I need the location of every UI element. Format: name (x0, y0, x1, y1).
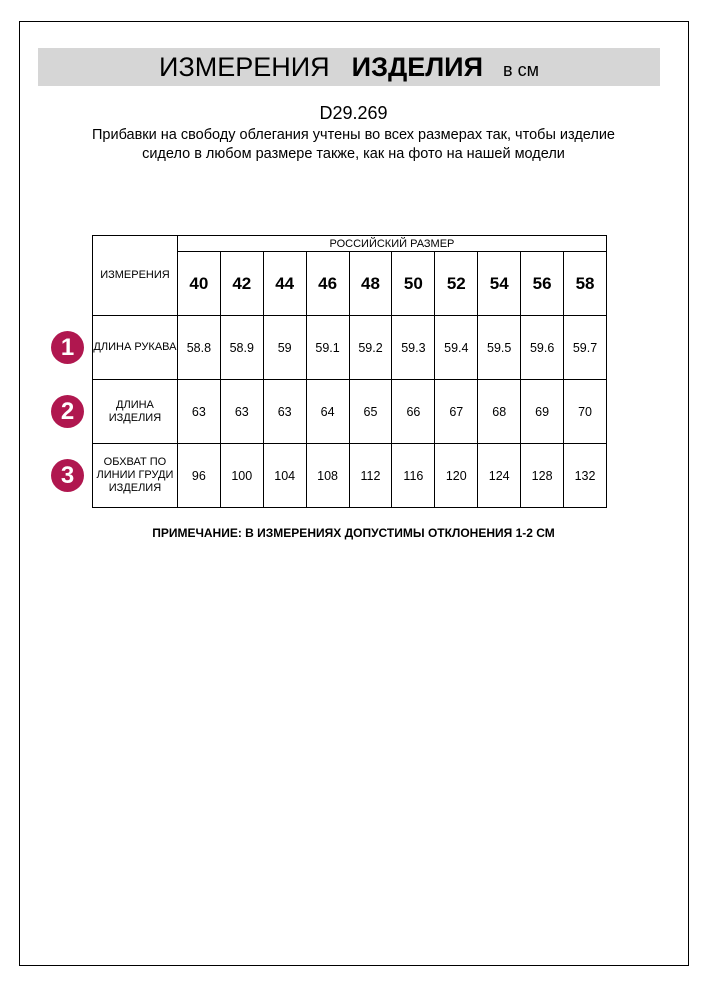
size-cell: 44 (262, 251, 307, 316)
row-label: ОБХВАТ ПО ЛИНИИ ГРУДИ ИЗДЕЛИЯ (92, 443, 178, 508)
size-cell: 48 (348, 251, 393, 316)
table-row: ДЛИНА ИЗДЕЛИЯ 63 63 63 64 65 66 67 68 69 70 (92, 379, 607, 444)
value-cell: 128 (520, 443, 565, 508)
title-regular: ИЗМЕРЕНИЯ (159, 52, 330, 82)
value-cell: 58.8 (176, 315, 221, 380)
table-row: ОБХВАТ ПО ЛИНИИ ГРУДИ ИЗДЕЛИЯ 96 100 104 108… (92, 443, 607, 508)
value-cell: 63 (262, 379, 307, 444)
value-cell: 132 (563, 443, 607, 508)
value-cell: 64 (305, 379, 350, 444)
value-cell: 58.9 (219, 315, 264, 380)
size-table: ИЗМЕРЕНИЯ РОССИЙСКИЙ РАЗМЕР 40 42 44 46 48 50… (92, 235, 608, 508)
size-cell: 40 (176, 251, 221, 316)
table-row: ДЛИНА РУКАВА 58.8 58.9 59 59.1 59.2 59.3 59.4 59… (92, 315, 607, 380)
size-cell: 54 (477, 251, 522, 316)
title-bold: ИЗДЕЛИЯ (351, 52, 483, 82)
row-number-badge: 3 (51, 459, 84, 492)
value-cell: 63 (176, 379, 221, 444)
value-cell: 120 (434, 443, 479, 508)
row-number-badge: 1 (51, 331, 84, 364)
size-cell: 52 (434, 251, 479, 316)
value-cell: 104 (262, 443, 307, 508)
description: Прибавки на свободу облегания учтены во … (91, 127, 615, 162)
value-cell: 65 (348, 379, 393, 444)
page-frame (19, 21, 689, 966)
value-cell: 59.3 (391, 315, 436, 380)
value-cell: 124 (477, 443, 522, 508)
value-cell: 69 (520, 379, 565, 444)
size-cell: 50 (391, 251, 436, 316)
measure-header: ИЗМЕРЕНИЯ (92, 235, 178, 316)
value-cell: 59.2 (348, 315, 393, 380)
size-cell: 42 (219, 251, 264, 316)
size-cell: 46 (305, 251, 350, 316)
value-cell: 59.6 (520, 315, 565, 380)
value-cell: 96 (176, 443, 221, 508)
value-cell: 70 (563, 379, 607, 444)
value-cell: 100 (219, 443, 264, 508)
value-cell: 59.5 (477, 315, 522, 380)
value-cell: 59 (262, 315, 307, 380)
note: ПРИМЕЧАНИЕ: В ИЗМЕРЕНИЯХ ДОПУСТИМЫ ОТКЛО… (152, 526, 555, 540)
size-header: РОССИЙСКИЙ РАЗМЕР (176, 235, 608, 252)
value-cell: 66 (391, 379, 436, 444)
value-cell: 59.7 (563, 315, 607, 380)
product-code: D29.269 (319, 103, 388, 123)
value-cell: 112 (348, 443, 393, 508)
size-cell: 58 (563, 251, 607, 316)
row-label: ДЛИНА ИЗДЕЛИЯ (92, 379, 178, 444)
value-cell: 67 (434, 379, 479, 444)
title-band: ИЗМЕРЕНИЯ ИЗДЕЛИЯ в см (38, 48, 660, 86)
value-cell: 59.1 (305, 315, 350, 380)
value-cell: 63 (219, 379, 264, 444)
sizes-row: 40 42 44 46 48 50 52 54 56 58 (93, 251, 607, 316)
value-cell: 59.4 (434, 315, 479, 380)
size-cell: 56 (520, 251, 565, 316)
title-unit: в см (503, 60, 539, 80)
row-number-badge: 2 (51, 395, 84, 428)
value-cell: 68 (477, 379, 522, 444)
row-label: ДЛИНА РУКАВА (92, 315, 178, 380)
value-cell: 116 (391, 443, 436, 508)
value-cell: 108 (305, 443, 350, 508)
